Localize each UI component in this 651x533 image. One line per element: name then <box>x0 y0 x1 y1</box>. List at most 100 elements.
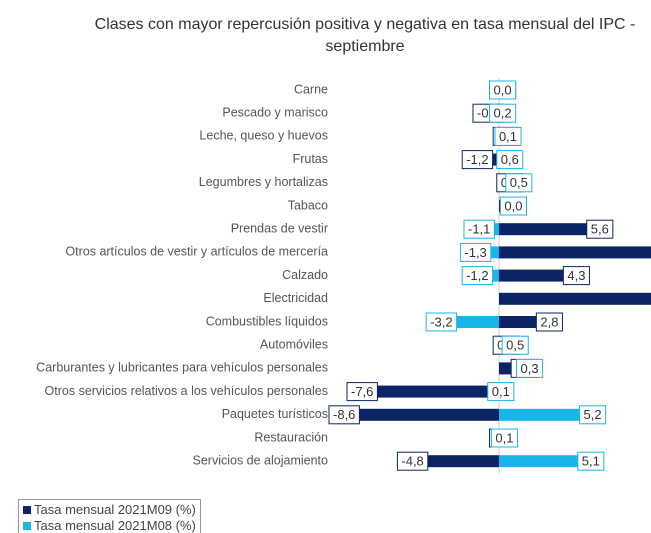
data-label-text: 5,2 <box>584 407 602 422</box>
data-label-text: 0,1 <box>499 129 517 144</box>
label-box <box>461 150 494 170</box>
bar <box>499 223 600 236</box>
category-label: Combustibles líquidos <box>206 314 328 328</box>
data-label: 0,6 <box>496 150 524 170</box>
bar <box>499 408 593 421</box>
data-label-text: 2,8 <box>540 314 558 329</box>
label-box <box>516 358 544 378</box>
category-label: Pescado y marisco <box>222 105 328 119</box>
data-label: 0,2 <box>489 103 517 123</box>
data-label-text: 0,0 <box>504 198 522 213</box>
label-box <box>328 405 360 425</box>
data-label-text: -1,2 <box>466 152 488 167</box>
data-label-text: 5,1 <box>582 454 600 469</box>
chart-title: Clases con mayor repercusión positiva y … <box>94 16 636 55</box>
data-label-text: 0,2 <box>494 106 512 121</box>
data-label-text: 0,1 <box>495 430 513 445</box>
category-label: Carne <box>294 82 328 96</box>
data-label: 0,5 <box>501 335 529 355</box>
bar <box>412 455 499 468</box>
data-label: -1,2 <box>461 266 494 286</box>
data-label: 0,1 <box>490 428 518 448</box>
legend-swatch <box>23 506 31 514</box>
category-label: Tabaco <box>288 198 328 212</box>
data-label: -1,2 <box>461 150 494 170</box>
data-label-text: 0,0 <box>494 82 512 97</box>
data-label: -1,1 <box>463 219 495 239</box>
data-label: 0,5 <box>505 173 533 193</box>
data-label: 5,6 <box>586 219 614 239</box>
category-label: Servicios de alojamiento <box>193 453 329 467</box>
data-label: 5,2 <box>579 405 607 425</box>
bar <box>499 292 651 305</box>
bar <box>499 246 651 259</box>
data-label-text: 0,5 <box>510 175 528 190</box>
legend-swatch <box>23 522 31 530</box>
data-label-text: -1,2 <box>466 268 488 283</box>
label-box <box>586 219 614 239</box>
data-label-text: 0,5 <box>506 338 524 353</box>
label-box <box>425 312 458 332</box>
category-label: Legumbres y hortalizas <box>199 175 328 189</box>
data-label-text: 0,6 <box>501 152 519 167</box>
data-label-text: 5,6 <box>591 222 609 237</box>
data-label: 4,3 <box>562 266 590 286</box>
legend-text: Tasa mensual 2021M08 (%) <box>34 518 196 533</box>
data-label-text: 0,1 <box>492 384 510 399</box>
label-box <box>496 150 524 170</box>
data-label: 0,1 <box>487 382 515 402</box>
label-box <box>535 312 563 332</box>
label-box <box>494 126 522 146</box>
category-label: Restauración <box>254 430 328 444</box>
legend-item: Tasa mensual 2021M09 (%) <box>23 502 196 518</box>
category-label: Carburantes y lubricantes para vehículos… <box>36 361 328 375</box>
data-label-text: 4,3 <box>567 268 585 283</box>
label-box <box>461 266 494 286</box>
data-label: -1,3 <box>459 242 492 262</box>
legend: Tasa mensual 2021M09 (%) Tasa mensual 202… <box>18 499 201 533</box>
label-box <box>577 451 605 471</box>
data-label: 0,1 <box>494 126 522 146</box>
data-label-text: 0,3 <box>521 361 539 376</box>
data-label: 5,1 <box>577 451 605 471</box>
category-label: Leche, queso y huevos <box>199 129 328 143</box>
category-label: Electricidad <box>263 291 328 305</box>
category-label: Otros servicios relativos a los vehículo… <box>45 384 328 398</box>
label-box <box>579 405 607 425</box>
label-box <box>499 196 527 216</box>
label-box <box>562 266 590 286</box>
data-label-text: -1,1 <box>468 222 490 237</box>
data-label-text: -3,2 <box>430 314 452 329</box>
data-label-text: -8,6 <box>333 407 355 422</box>
data-label: 0,0 <box>499 196 527 216</box>
data-label: 2,8 <box>535 312 563 332</box>
data-label: -4,8 <box>396 451 429 471</box>
bar <box>499 269 577 282</box>
bar <box>344 408 499 421</box>
bar <box>362 385 499 398</box>
data-label: -7,6 <box>346 382 378 402</box>
data-label-text: -4,8 <box>401 454 423 469</box>
label-box <box>487 382 515 402</box>
label-box <box>396 451 429 471</box>
label-box <box>501 335 529 355</box>
legend-text: Tasa mensual 2021M09 (%) <box>34 502 196 517</box>
data-label: -8,6 <box>328 405 360 425</box>
label-box <box>463 219 495 239</box>
label-box <box>489 80 517 100</box>
data-label: -3,2 <box>425 312 458 332</box>
label-box <box>459 242 492 262</box>
data-label-text: -7,6 <box>351 384 373 399</box>
category-label: Calzado <box>282 268 328 282</box>
label-box <box>505 173 533 193</box>
category-label: Otros artículos de vestir y artículos de… <box>65 245 328 259</box>
label-box <box>490 428 518 448</box>
category-label: Frutas <box>293 152 328 166</box>
label-box <box>346 382 378 402</box>
category-label: Prendas de vestir <box>231 221 328 235</box>
bar <box>499 455 591 468</box>
data-label-text: -1,3 <box>464 245 486 260</box>
category-label: Paquetes turísticos <box>222 407 328 421</box>
